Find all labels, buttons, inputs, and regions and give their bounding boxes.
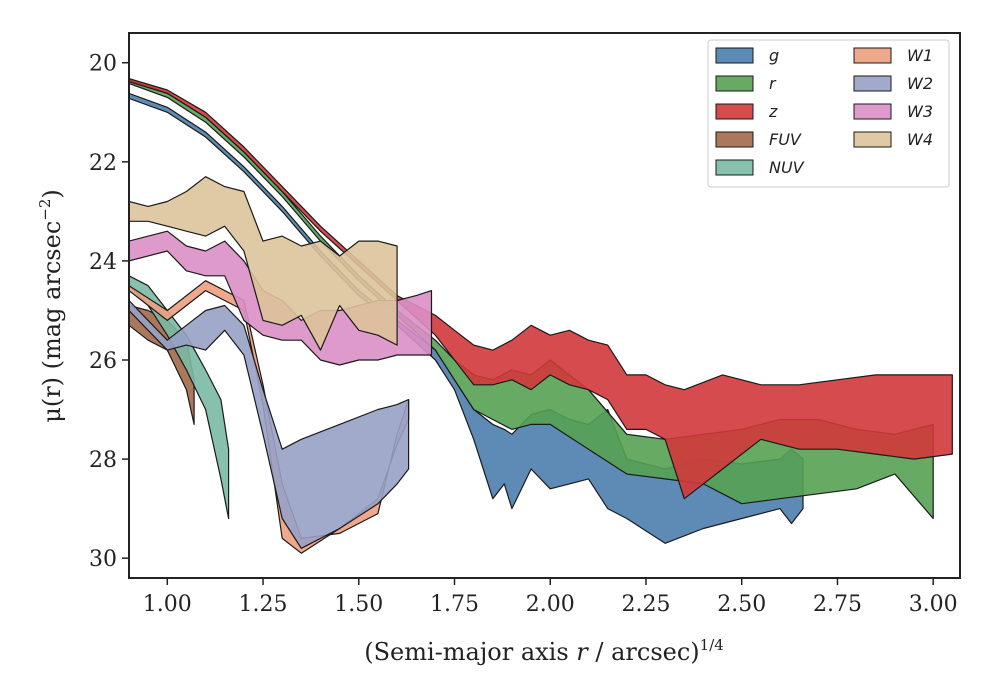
legend-label-nuv: NUV	[769, 158, 805, 177]
x-tick-label: 2.75	[813, 592, 862, 617]
legend-swatch-g	[715, 47, 754, 64]
y-tick-label: 26	[89, 349, 117, 374]
legend-swatch-r	[715, 75, 754, 92]
band-z	[129, 78, 953, 500]
legend-label-w3: W3	[907, 102, 933, 121]
legend-label-w2: W2	[907, 74, 933, 93]
y-axis-ticks: 20 22 24 26 28 30	[89, 52, 129, 572]
legend: grz FUV NUV W1 W2 W3 W4	[707, 39, 950, 188]
legend-label-w4: W4	[907, 130, 933, 149]
plot-frame	[128, 32, 961, 579]
y-tick-label: 28	[89, 448, 117, 473]
legend-label-g: g	[769, 46, 779, 65]
plot-bands	[129, 78, 953, 554]
y-tick-label: 30	[89, 547, 117, 572]
x-axis-ticks: 1.00 1.25 1.50 1.75 2.00 2.25 2.50 2.75 3.00	[143, 578, 958, 617]
y-tick-label: 22	[89, 151, 117, 176]
x-tick-label: 1.50	[334, 592, 383, 617]
legend-label-fuv: FUV	[769, 130, 802, 149]
x-tick-label: 2.50	[717, 592, 766, 617]
x-tick-label: 2.25	[621, 592, 670, 617]
legend-swatch-w3	[853, 103, 892, 120]
x-tick-label: 3.00	[909, 592, 958, 617]
legend-swatch-z	[715, 103, 754, 120]
y-tick-label: 24	[89, 250, 117, 275]
legend-swatch-w1	[853, 47, 892, 64]
legend-label-r: r	[769, 74, 777, 93]
x-tick-label: 2.00	[526, 592, 575, 617]
legend-label-z: z	[768, 102, 778, 121]
band-w2	[129, 299, 410, 549]
x-tick-label: 1.25	[239, 592, 288, 617]
legend-swatch-w2	[853, 75, 892, 92]
x-tick-label: 1.75	[430, 592, 479, 617]
y-tick-label: 20	[89, 52, 117, 77]
legend-swatch-nuv	[715, 159, 754, 176]
x-tick-label: 1.00	[143, 592, 192, 617]
y-axis-label: μ(r) (mag arcsec−2)	[36, 189, 66, 423]
legend-swatch-fuv	[715, 131, 754, 148]
legend-swatch-w4	[853, 131, 892, 148]
band-nuv	[129, 275, 230, 520]
legend-label-w1: W1	[907, 46, 933, 65]
band-w4	[129, 176, 398, 351]
x-axis-label: (Semi-major axis r / arcsec)1/4	[364, 636, 724, 666]
